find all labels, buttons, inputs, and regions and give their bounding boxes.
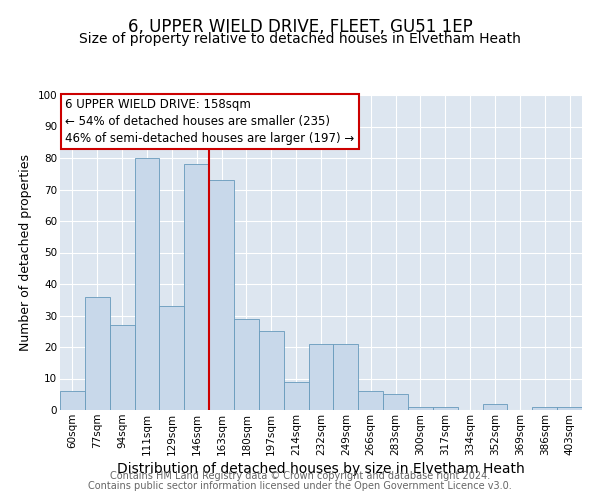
Bar — [383, 394, 408, 410]
Bar — [358, 391, 383, 410]
Text: Contains HM Land Registry data © Crown copyright and database right 2024.: Contains HM Land Registry data © Crown c… — [110, 471, 490, 481]
Text: 6, UPPER WIELD DRIVE, FLEET, GU51 1EP: 6, UPPER WIELD DRIVE, FLEET, GU51 1EP — [128, 18, 472, 36]
Bar — [160, 306, 184, 410]
Text: Size of property relative to detached houses in Elvetham Heath: Size of property relative to detached ho… — [79, 32, 521, 46]
Bar — [110, 325, 134, 410]
Bar — [433, 407, 458, 410]
Y-axis label: Number of detached properties: Number of detached properties — [19, 154, 32, 351]
Bar — [408, 407, 433, 410]
Bar — [184, 164, 209, 410]
Bar — [60, 391, 85, 410]
Bar — [334, 344, 358, 410]
Bar — [482, 404, 508, 410]
Bar — [234, 318, 259, 410]
Bar — [308, 344, 334, 410]
Bar — [557, 407, 582, 410]
Bar — [134, 158, 160, 410]
Bar — [284, 382, 308, 410]
Bar — [532, 407, 557, 410]
Bar — [209, 180, 234, 410]
Bar — [85, 296, 110, 410]
Bar — [259, 331, 284, 410]
X-axis label: Distribution of detached houses by size in Elvetham Heath: Distribution of detached houses by size … — [117, 462, 525, 476]
Text: 6 UPPER WIELD DRIVE: 158sqm
← 54% of detached houses are smaller (235)
46% of se: 6 UPPER WIELD DRIVE: 158sqm ← 54% of det… — [65, 98, 355, 145]
Text: Contains public sector information licensed under the Open Government Licence v3: Contains public sector information licen… — [88, 481, 512, 491]
